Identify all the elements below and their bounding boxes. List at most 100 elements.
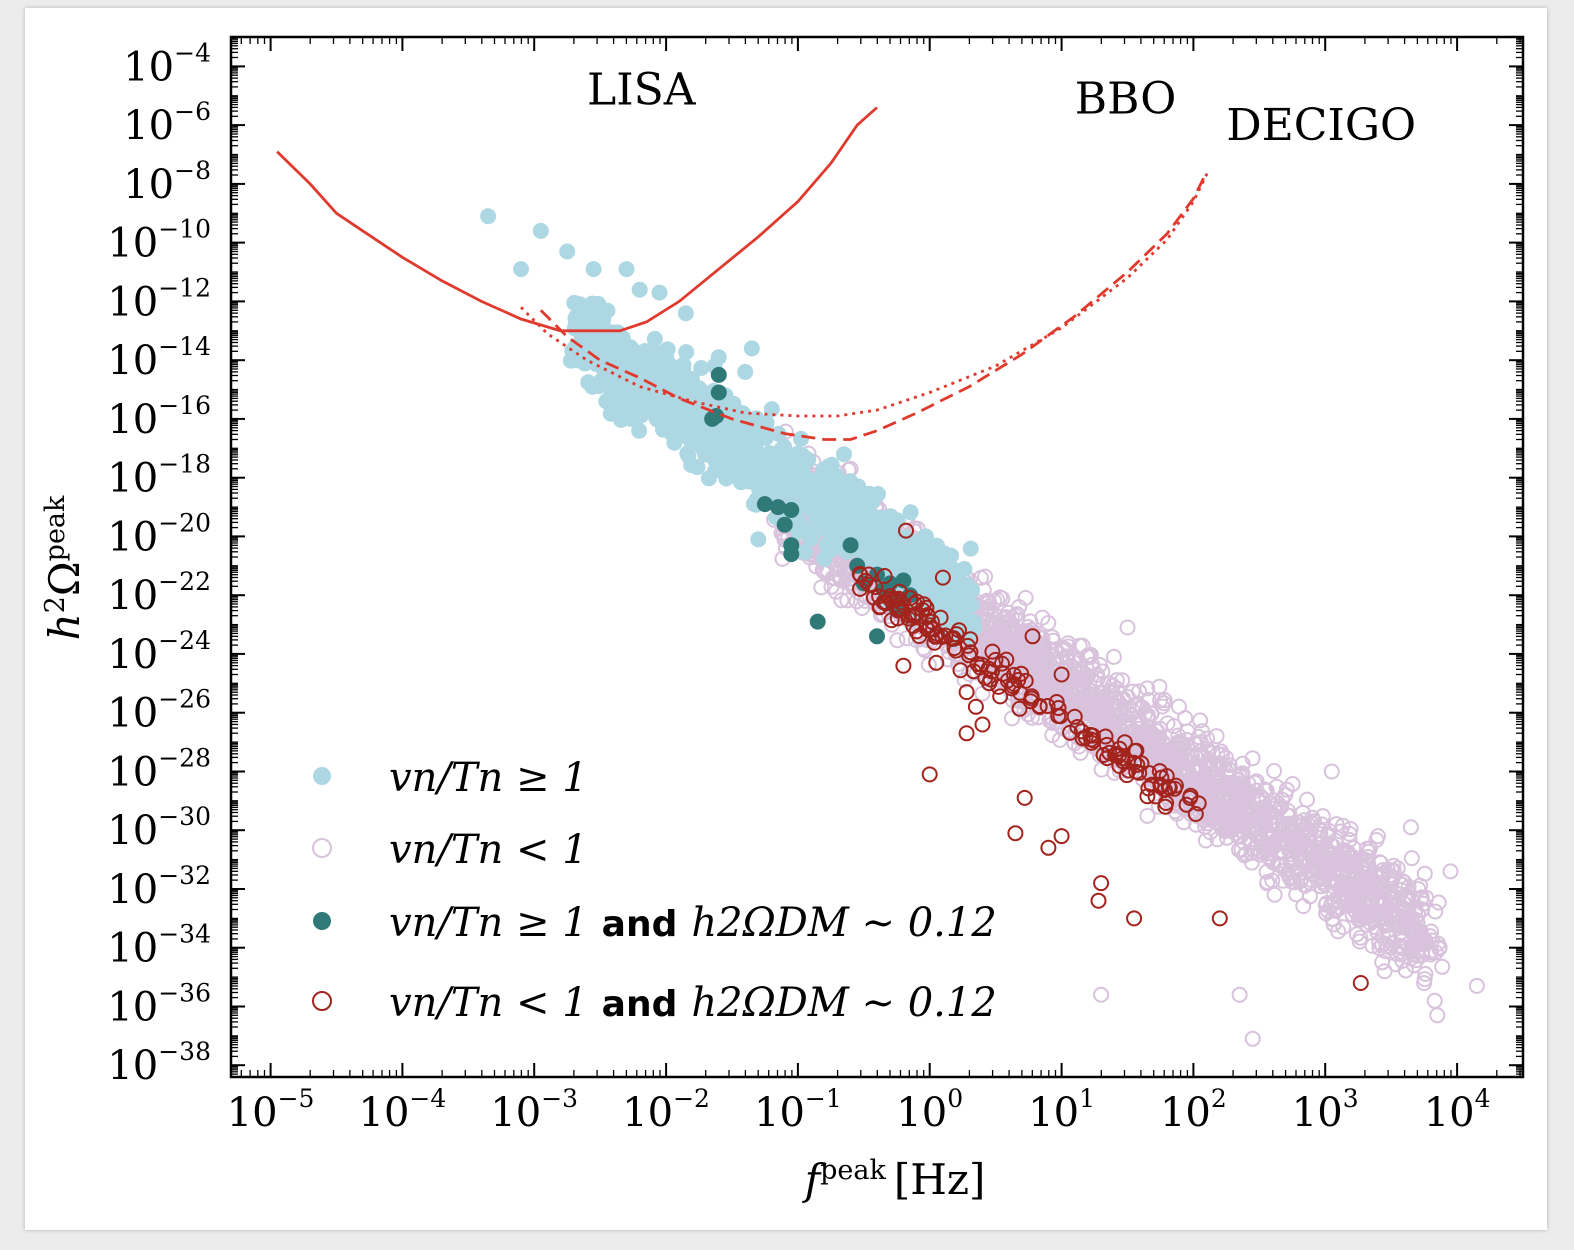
vn_Tn_ge_1-point [790,523,807,540]
vn_Tn_lt_1-point [1266,763,1283,779]
vn_Tn_ge_1-point [642,350,659,367]
vn_Tn_lt_1-point [1238,791,1255,808]
vn_Tn_lt_1-point [1430,894,1447,911]
vn_Tn_lt_1_DM-point [908,623,925,640]
y-tick-label: 10−14 [107,332,211,384]
legend-label-4-suffix: h2ΩDM ∼ 0.12 [691,980,996,1026]
vn_Tn_ge_1_DM-point [783,546,800,563]
x-tick-exponent: −4 [409,1084,446,1113]
vn_Tn_lt_1-point [1119,619,1136,636]
legend-label-4-text: vn/Tn < 1 [389,980,588,1026]
vn_Tn_lt_1-point [1044,727,1061,744]
x-tick-exponent: 1 [1079,1084,1095,1113]
x-tick-base: 10 [1160,1090,1211,1136]
vn_Tn_ge_1-point [678,344,695,361]
vn_Tn_lt_1-point [1139,807,1156,824]
vn_Tn_lt_1-point [1334,817,1351,834]
vn_Tn_lt_1_DM-point [984,643,1001,660]
y-tick-base: 10 [107,338,158,384]
vn_Tn_lt_1-point [1388,946,1405,962]
vn_Tn_lt_1-point [1218,821,1235,838]
y-tick-label: 10−26 [107,685,211,737]
vn_Tn_ge_1-point [793,430,809,447]
vn_Tn_lt_1-point [1252,801,1269,818]
lisa-sensitivity-curve [276,106,878,333]
y-tick-base: 10 [107,221,158,267]
vn_Tn_lt_1-point [1320,826,1337,843]
vn_Tn_lt_1_DM-point [1073,723,1090,740]
x-tick-exponent: 2 [1211,1084,1227,1113]
vn_Tn_lt_1_DM-point [1031,699,1048,715]
vn_Tn_lt_1-point [1119,689,1136,705]
vn_Tn_lt_1_DM-point [898,522,914,539]
x-tick-label: 103 [1292,1084,1359,1136]
y-axis-omega: Ω [40,561,89,596]
y-tick-exponent: −22 [158,567,211,596]
legend-marker-1 [313,767,331,785]
vn_Tn_lt_1-point [920,656,937,673]
legend-label-4: vn/Tn < 1 and h2ΩDM ∼ 0.12 [389,980,997,1026]
vn_Tn_lt_1-point [1120,718,1137,735]
vn_Tn_lt_1_DM-point [876,568,893,584]
y-axis-sup2: 2 [40,596,71,613]
x-tick-base: 10 [227,1090,278,1136]
y-tick-base: 10 [107,397,158,443]
vn_Tn_lt_1-point [1021,699,1038,716]
vn_Tn_lt_1-point [1303,815,1320,831]
vn_Tn_ge_1-point [683,434,700,451]
vn_Tn_lt_1-point [1371,912,1387,928]
vn_Tn_lt_1-point [1403,850,1420,867]
vn_Tn_lt_1-point [1048,651,1064,668]
legend-label-3-text: vn/Tn ≥ 1 [389,900,588,946]
vn_Tn_lt_1_DM-point [1126,910,1143,927]
vn_Tn_lt_1-point [1397,962,1414,979]
vn_Tn_ge_1-point [843,491,860,508]
x-tick-exponent: 3 [1343,1084,1359,1113]
vn_Tn_lt_1_DM-point [906,608,923,625]
vn_Tn_ge_1-point [748,410,765,427]
x-tick-exponent: −2 [673,1084,710,1113]
vn_Tn_ge_1-point [820,492,837,509]
vn_Tn_ge_1-point [631,422,648,439]
vn_Tn_lt_1-point [1268,778,1285,795]
vn_Tn_lt_1-point [1233,766,1250,783]
vn_Tn_lt_1-point [1071,669,1088,686]
y-tick-label: 10−18 [107,450,211,502]
vn_Tn_lt_1-point [1220,775,1237,792]
vn_Tn_lt_1_DM-point [1178,796,1195,813]
vn_Tn_lt_1_DM-point [890,602,907,619]
vn_Tn_lt_1-point [1402,819,1419,836]
y-tick-label: 10−12 [107,273,211,325]
vn_Tn_lt_1-point [1328,901,1344,918]
vn_Tn_lt_1-point [1294,804,1311,821]
vn_Tn_lt_1-point [1330,893,1347,910]
vn_Tn_lt_1_DM-point [974,716,991,733]
x-tick-label: 10−4 [359,1084,447,1136]
y-tick-exponent: −10 [158,215,211,244]
vn_Tn_lt_1_DM-point [1039,698,1056,714]
vn_Tn_ge_1-point [694,383,711,400]
vn_Tn_ge_1-point [737,363,754,380]
y-tick-label: 10−10 [107,215,211,267]
vn_Tn_ge_1-point [913,579,929,596]
y-tick-base: 10 [107,750,158,796]
vn_Tn_lt_1_DM-point [948,626,965,643]
vn_Tn_lt_1-point [1324,910,1341,927]
decigo-sensitivity-curve [520,168,1211,418]
vn_Tn_lt_1_DM-point [1111,757,1128,774]
detector-labels: LISA BBO DECIGO [587,65,1416,151]
x-tick-label: 100 [896,1084,963,1136]
vn_Tn_lt_1-point [1416,975,1433,991]
vn_Tn_ge_1-point [566,294,583,311]
vn_Tn_lt_1-point [1175,759,1192,776]
vn_Tn_lt_1-point [1110,718,1127,735]
y-tick-exponent: −38 [158,1037,211,1066]
vn_Tn_lt_1-point [1259,874,1276,890]
x-tick-label: 101 [1028,1084,1095,1136]
vn_Tn_lt_1-point [1002,630,1019,647]
vn_Tn_lt_1-point [1244,1030,1261,1047]
vn_Tn_lt_1_DM-point [1007,825,1024,842]
y-tick-label: 10−32 [107,861,211,913]
vn_Tn_lt_1-point [1219,829,1235,846]
vn_Tn_ge_1-point [835,502,852,519]
